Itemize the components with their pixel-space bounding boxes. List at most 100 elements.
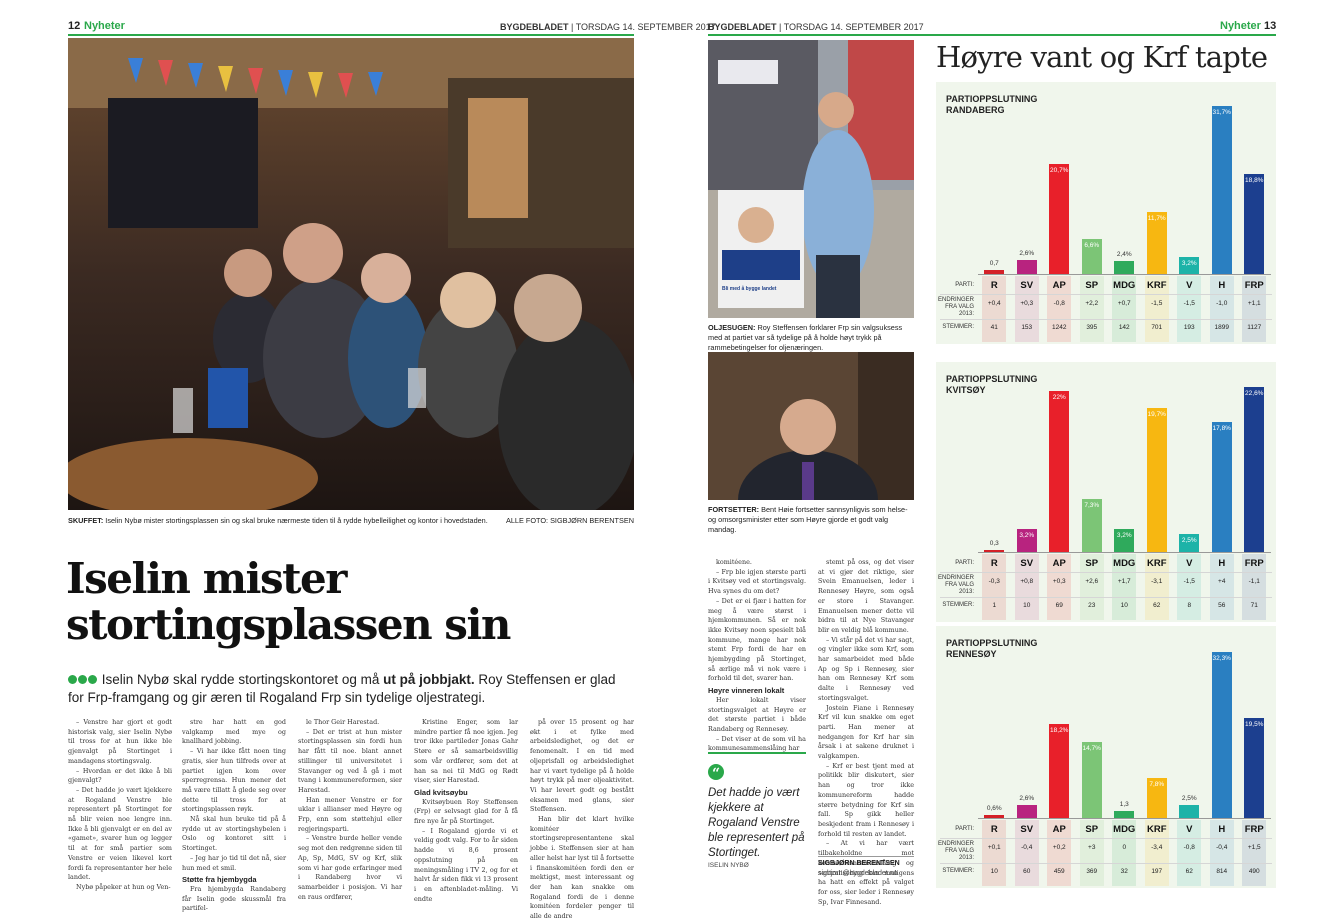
- table-column-shade: [1047, 276, 1072, 342]
- change-value: -0,4: [1216, 844, 1228, 851]
- paragraph: – Krf er best tjent med at politikk blir…: [818, 761, 914, 838]
- bar-value-label: 3,2%: [1116, 531, 1132, 539]
- bar-ap: [1049, 391, 1070, 552]
- votes-value: 1: [992, 602, 997, 609]
- bar-value-label: 19,5%: [1245, 720, 1264, 728]
- bar-krf: [1146, 777, 1167, 818]
- bar-frp: [1244, 717, 1265, 818]
- bar-value-label: 18,2%: [1050, 727, 1069, 735]
- change-value: 0: [1122, 844, 1127, 851]
- subheading: Glad kvitsøybu: [414, 787, 468, 797]
- change-value: +0,2: [1052, 844, 1066, 851]
- paragraph: – Det hadde jo vært kjekkere at Rogaland…: [68, 785, 172, 882]
- bar-value-label: 2,5%: [1181, 536, 1197, 544]
- row-label-change: ENDRINGER FRA VALG 2013:: [936, 297, 974, 318]
- bar-mdg: [1114, 261, 1135, 274]
- party-name: H: [1218, 280, 1226, 291]
- change-value: +0,4: [987, 300, 1001, 307]
- left-date: TORSDAG 14. SEPTEMBER 2017: [575, 22, 716, 32]
- votes-value: 10: [990, 868, 998, 875]
- main-photo-caption-label: SKUFFET:: [68, 516, 104, 525]
- photo2-caption-label: FORTSETTER:: [708, 505, 760, 514]
- paragraph: Kristine Enger, som lar mindre partier f…: [414, 718, 518, 785]
- change-value: +2,2: [1085, 300, 1099, 307]
- votes-value: 62: [1185, 868, 1193, 875]
- bar-mdg: [1114, 811, 1135, 818]
- votes-value: 395: [1086, 324, 1098, 331]
- table-column-shade: [1047, 820, 1072, 886]
- party-name: KRF: [1146, 280, 1167, 291]
- votes-value: 193: [1183, 324, 1195, 331]
- chart-title-line-2: KVITSØY: [946, 385, 986, 395]
- party-name: MDG: [1113, 824, 1136, 835]
- table-column-shade: [1242, 554, 1267, 620]
- paragraph: Her lokalt viser stortingsvalget at Høyr…: [708, 695, 806, 733]
- bar-value-label: 1,3: [1119, 801, 1129, 809]
- pull-quote-author: ISELIN NYBØ: [708, 862, 749, 869]
- table-column-shade: [1079, 554, 1104, 620]
- poster-slogan: Bli med å bygge landet: [722, 286, 777, 292]
- votes-value: 814: [1216, 868, 1228, 875]
- change-value: +4: [1218, 578, 1226, 585]
- left-section-label: Nyheter: [84, 20, 125, 32]
- votes-value: 41: [990, 324, 998, 331]
- paragraph: – Vi har ikke fått noen ting gratis, sie…: [182, 747, 286, 814]
- table-column-shade: [1144, 820, 1169, 886]
- pub-scene-illustration: [68, 38, 634, 510]
- lead-paragraph: Iselin Nybø skal rydde stortingskontoret…: [68, 671, 634, 707]
- change-value: +0,1: [987, 844, 1001, 851]
- table-column-shade: [1112, 554, 1137, 620]
- change-value: -3,4: [1151, 844, 1163, 851]
- party-name: MDG: [1113, 558, 1136, 569]
- bar-value-label: 2,6%: [1019, 250, 1035, 258]
- table-column-shade: [1209, 820, 1234, 886]
- chart-kvitsoy: PARTIOPPSLUTNING KVITSØY 0,3 R -0,3 1 3,2% SV +…: [936, 362, 1276, 622]
- photo1-caption-text: Roy Steffensen forklarer Frp sin valgsuk…: [708, 323, 903, 352]
- paragraph: – Vi står på det vi har sagt, og vingler…: [818, 635, 914, 702]
- right-paper-name: BYGDEBLADET: [708, 22, 777, 32]
- change-value: -1,5: [1183, 578, 1195, 585]
- right-date: TORSDAG 14. SEPTEMBER 2017: [783, 22, 924, 32]
- chart-title-line-1: PARTIOPPSLUTNING: [946, 374, 1038, 384]
- bar-value-label: 22,6%: [1245, 389, 1264, 397]
- chart-rennesoy: PARTIOPPSLUTNING RENNESØY 0,6% R +0,1 10 2,6%…: [936, 626, 1276, 888]
- table-column-shade: [1112, 276, 1137, 342]
- left-column-4: Kristine Enger, som lar mindre partier f…: [414, 718, 518, 904]
- table-separator: [940, 597, 1272, 598]
- change-value: +0,3: [1020, 300, 1034, 307]
- paragraph: Han mener Venstre er for uklar i allians…: [298, 795, 402, 833]
- chart-title-line-1: PARTIOPPSLUTNING: [946, 94, 1038, 104]
- bar-sv: [1016, 260, 1037, 274]
- table-column-shade: [1177, 820, 1202, 886]
- votes-value: 1899: [1214, 324, 1229, 331]
- bar-h: [1211, 105, 1232, 274]
- table-column-shade: [1177, 276, 1202, 342]
- photo-roy-steffensen: Bli med å bygge landet: [708, 40, 914, 318]
- right-page-number: 13: [1264, 20, 1277, 32]
- bar-krf: [1146, 408, 1167, 552]
- bar-frp: [1244, 174, 1265, 274]
- bar-value-label: 32,3%: [1212, 654, 1231, 662]
- bar-r: [984, 814, 1005, 818]
- paragraph: Han blir det klart hvilke komitéer stort…: [530, 815, 634, 921]
- bar-v: [1179, 533, 1200, 552]
- table-column-shade: [1209, 554, 1234, 620]
- bar-h: [1211, 651, 1232, 818]
- bar-value-label: 7,3%: [1084, 501, 1100, 509]
- bar-frp: [1244, 386, 1265, 552]
- left-column-2: stre har hatt en god valgkamp med mye og…: [182, 718, 286, 914]
- bar-sp: [1081, 742, 1102, 818]
- left-paper-name: BYGDEBLADET: [500, 22, 569, 32]
- right-column-b: stemt på oss, og det viser at vi gjør de…: [818, 558, 914, 907]
- change-value: +0,3: [1052, 578, 1066, 585]
- table-column-shade: [1209, 276, 1234, 342]
- paragraph: – Det er trist at hun mister stortingspl…: [298, 727, 402, 794]
- votes-value: 153: [1021, 324, 1033, 331]
- bar-sp: [1081, 238, 1102, 274]
- row-label-change-line-2: FRA VALG 2013:: [945, 304, 974, 317]
- left-column-5: på over 15 prosent og har økt i et fylke…: [530, 718, 634, 922]
- table-separator: [940, 319, 1272, 320]
- table-column-shade: [1144, 554, 1169, 620]
- party-name: AP: [1052, 558, 1066, 569]
- photo-credit: ALLE FOTO: SIGBJØRN BERENTSEN: [506, 516, 634, 525]
